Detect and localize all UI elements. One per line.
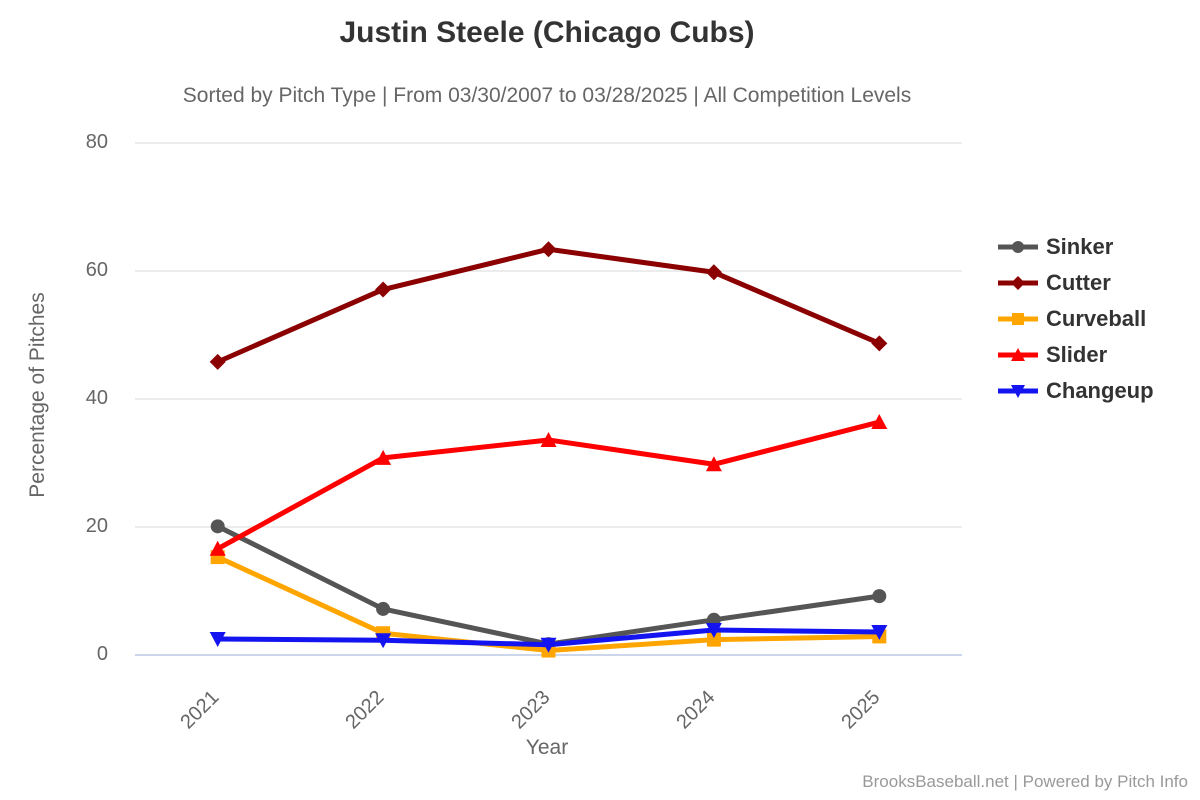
legend-label: Cutter: [1046, 270, 1111, 295]
triangle-up-marker[interactable]: [1011, 348, 1025, 361]
triangle-up-marker[interactable]: [375, 449, 392, 465]
diamond-marker[interactable]: [209, 353, 226, 370]
circle-marker[interactable]: [872, 589, 887, 604]
triangle-down-marker[interactable]: [540, 637, 557, 653]
circle-marker[interactable]: [1012, 241, 1024, 253]
square-marker[interactable]: [706, 632, 721, 647]
triangle-down-marker[interactable]: [1011, 385, 1025, 398]
triangle-down-marker[interactable]: [705, 623, 722, 639]
legend-item-sinker[interactable]: Sinker: [998, 229, 1154, 265]
legend-item-cutter[interactable]: Cutter: [998, 265, 1154, 301]
legend-item-changeup[interactable]: Changeup: [998, 373, 1154, 409]
chart-subtitle: Sorted by Pitch Type | From 03/30/2007 t…: [182, 84, 912, 107]
circle-marker[interactable]: [210, 519, 225, 534]
triangle-down-legend-swatch: [998, 385, 1038, 398]
y-tick-0: 0: [96, 643, 108, 665]
y-tick-60: 60: [85, 259, 108, 281]
legend-item-curveball[interactable]: Curveball: [998, 301, 1154, 337]
diamond-marker[interactable]: [871, 335, 888, 352]
diamond-marker[interactable]: [375, 281, 392, 298]
y-tick-20: 20: [85, 515, 108, 537]
legend-item-slider[interactable]: Slider: [998, 337, 1154, 373]
triangle-down-marker[interactable]: [209, 632, 226, 647]
circle-legend-swatch: [998, 241, 1038, 253]
series-changeup[interactable]: [209, 623, 888, 653]
triangle-down-marker[interactable]: [871, 624, 888, 640]
triangle-down-marker[interactable]: [375, 633, 392, 649]
series-cutter[interactable]: [209, 241, 888, 370]
series-slider[interactable]: [209, 414, 888, 556]
triangle-up-legend-swatch: [998, 348, 1038, 361]
diamond-marker[interactable]: [1011, 276, 1025, 290]
square-marker[interactable]: [1012, 313, 1024, 325]
legend-label: Curveball: [1046, 306, 1147, 331]
diamond-legend-swatch: [998, 276, 1038, 290]
circle-marker[interactable]: [376, 601, 391, 616]
legend: Sinker Cutter Curveball Slider Changeup: [998, 229, 1154, 409]
triangle-up-marker[interactable]: [209, 540, 226, 556]
triangle-up-marker[interactable]: [705, 456, 722, 472]
chart-title: Justin Steele (Chicago Cubs): [339, 16, 755, 49]
credits-text: BrooksBaseball.net | Powered by Pitch In…: [862, 772, 1188, 791]
y-tick-80: 80: [85, 131, 108, 153]
triangle-up-marker[interactable]: [871, 414, 888, 430]
diamond-marker[interactable]: [540, 241, 557, 258]
x-axis-title: Year: [525, 736, 569, 759]
legend-label: Slider: [1046, 342, 1108, 367]
legend-label: Sinker: [1046, 234, 1114, 259]
y-tick-40: 40: [85, 387, 108, 409]
legend-label: Changeup: [1046, 378, 1154, 403]
diamond-marker[interactable]: [705, 264, 722, 281]
triangle-up-marker[interactable]: [540, 431, 557, 447]
square-legend-swatch: [998, 313, 1038, 325]
